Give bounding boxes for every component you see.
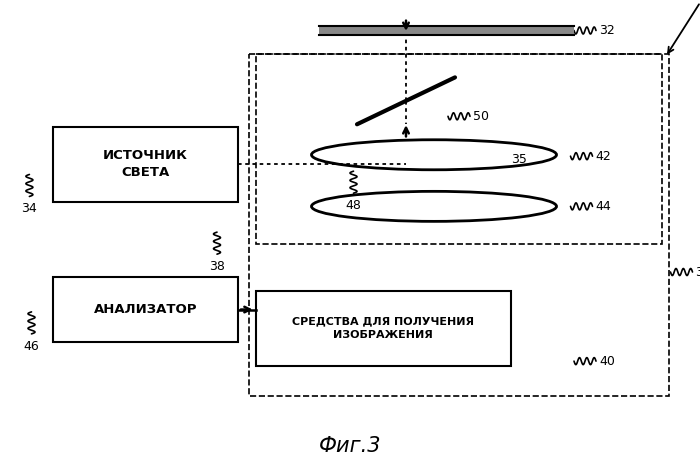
Text: 46: 46: [24, 340, 39, 353]
Text: 44: 44: [596, 200, 611, 213]
Bar: [52, 127, 238, 202]
Bar: [248, 54, 668, 396]
Text: 40: 40: [599, 355, 615, 368]
Text: 32: 32: [599, 24, 615, 37]
Text: 35: 35: [512, 153, 527, 166]
Text: СРЕДСТВА ДЛЯ ПОЛУЧЕНИЯ
ИЗОБРАЖЕНИЯ: СРЕДСТВА ДЛЯ ПОЛУЧЕНИЯ ИЗОБРАЖЕНИЯ: [293, 317, 475, 340]
Text: 34: 34: [22, 203, 37, 215]
Text: 50: 50: [473, 110, 489, 123]
Text: ИСТОЧНИК
СВЕТА: ИСТОЧНИК СВЕТА: [103, 149, 188, 179]
Bar: [256, 291, 511, 366]
Text: 42: 42: [596, 150, 611, 163]
Text: 38: 38: [209, 260, 225, 273]
Bar: [256, 54, 662, 244]
Ellipse shape: [312, 191, 556, 221]
Text: АНАЛИЗАТОР: АНАЛИЗАТОР: [94, 303, 197, 316]
Text: 36: 36: [696, 265, 700, 279]
Bar: [318, 26, 574, 35]
Bar: [52, 277, 238, 342]
Text: 48: 48: [346, 199, 361, 212]
Text: Фиг.3: Фиг.3: [318, 436, 382, 455]
Ellipse shape: [312, 140, 556, 170]
